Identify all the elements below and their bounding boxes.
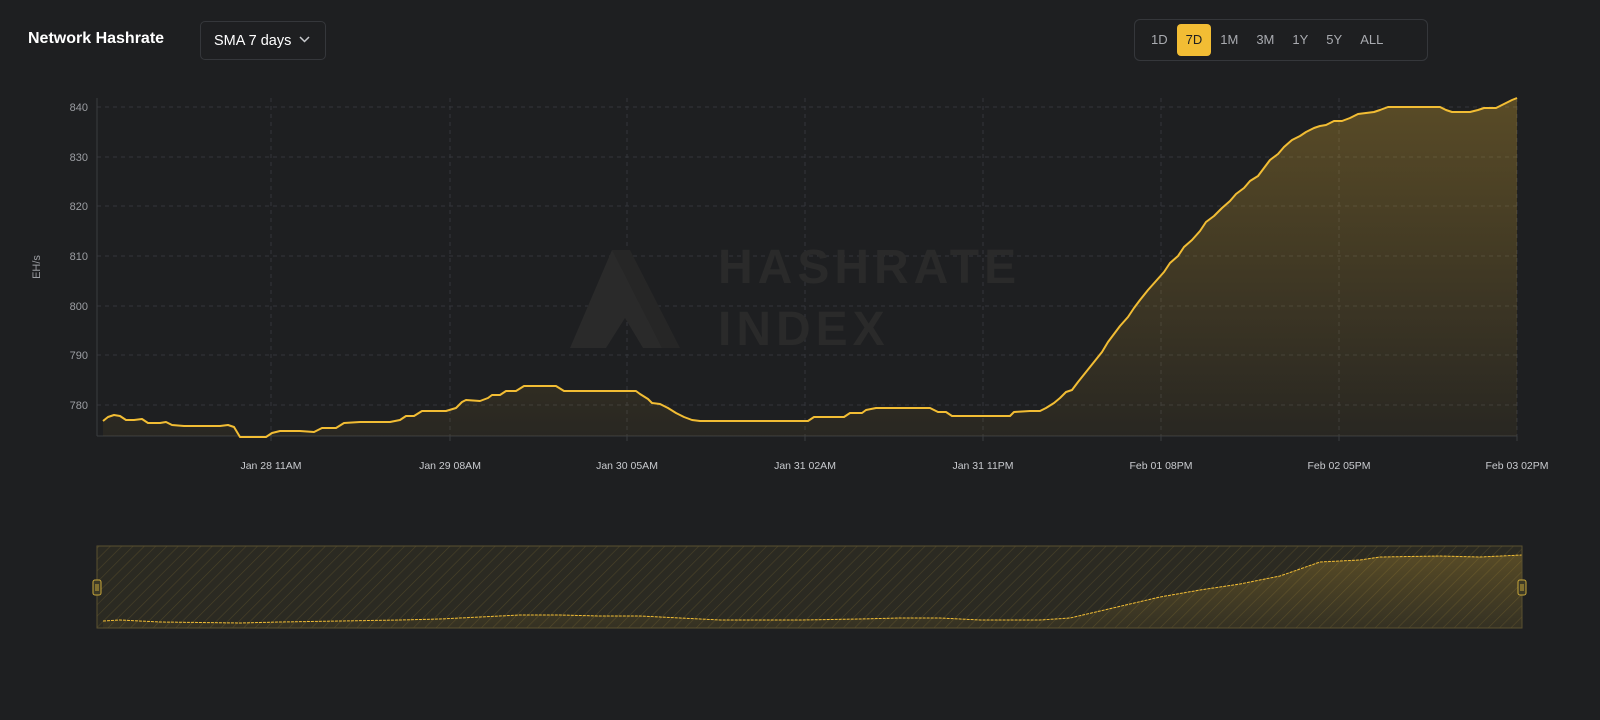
x-tick-7: Feb 03 02PM [1485,460,1548,472]
navigator[interactable] [92,545,1527,629]
x-tick-2: Jan 30 05AM [596,460,658,472]
range-3m-button[interactable]: 3M [1256,32,1275,47]
y-tick-810: 810 [70,251,88,263]
range-1m-button[interactable]: 1M [1220,32,1239,47]
x-tick-5: Feb 01 08PM [1129,460,1192,472]
y-tick-830: 830 [70,152,88,164]
range-7d-button[interactable]: 7D [1176,24,1212,56]
range-1y-button[interactable]: 1Y [1292,32,1309,47]
sma-select[interactable]: SMA 7 days [200,21,326,60]
range-5y-button[interactable]: 5Y [1326,32,1343,47]
watermark-logo-icon [570,250,680,348]
chevron-down-icon [299,36,310,43]
range-all-button[interactable]: ALL [1360,32,1384,47]
y-tick-840: 840 [70,102,88,114]
y-tick-800: 800 [70,301,88,313]
x-axis-labels: Jan 28 11AM Jan 29 08AM Jan 30 05AM Jan … [240,460,1548,472]
x-tick-1: Jan 29 08AM [419,460,481,472]
y-axis-labels: 840 830 820 810 800 790 780 [70,102,88,412]
navigator-handle-left[interactable] [92,579,102,596]
sma-select-value: SMA 7 days [214,32,292,49]
y-axis-title: EH/s [31,255,43,279]
time-range-selector: 1D 7D 1M 3M 1Y 5Y ALL [1134,19,1428,61]
navigator-handle-right[interactable] [1517,579,1527,596]
watermark-line1: HASHRATE [718,241,1021,294]
y-tick-790: 790 [70,350,88,362]
series-area [103,98,1517,436]
x-tick-3: Jan 31 02AM [774,460,836,472]
series-line[interactable] [102,97,1518,438]
navigator-line [102,554,1523,624]
y-tick-780: 780 [70,400,88,412]
chart-title: Network Hashrate [28,30,165,47]
y-tick-820: 820 [70,201,88,213]
x-tick-4: Jan 31 11PM [952,460,1013,472]
x-tick-6: Feb 02 05PM [1307,460,1370,472]
x-tick-0: Jan 28 11AM [240,460,301,472]
navigator-area [103,555,1522,628]
watermark-line2: INDEX [718,303,890,356]
range-1d-button[interactable]: 1D [1151,32,1168,47]
